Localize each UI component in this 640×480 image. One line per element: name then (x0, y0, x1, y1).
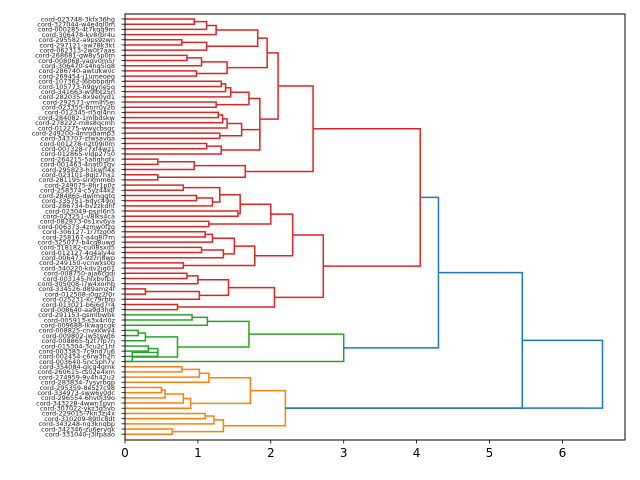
leaf-label: cord-012345-rl5ql4nn (44, 109, 115, 117)
dendrogram-links (125, 18, 604, 435)
leaf-label: cord-354084-glcq4qmk (39, 363, 115, 371)
leaf-label: cord-006373-4zmw0fzg (38, 223, 115, 231)
leaf-label: cord-281195-slrxmm6b (39, 176, 115, 184)
leaf-label: cord-229015-7kn3zj4x (42, 410, 115, 418)
leaf-label: cord-258167-a4q8i7rn (42, 233, 115, 241)
leaf-label: cord-008865-q2t7fp7n (42, 337, 115, 345)
leaf-label: cord-343707-zfwsavqa (41, 135, 115, 143)
leaf-label: cord-012865-vldp2750 (41, 150, 115, 158)
leaf-label: cord-334526-d89amz4f (39, 285, 116, 293)
link-m23 (221, 128, 261, 151)
leaf-label: cord-012127-4q4aly4e (41, 249, 115, 257)
leaf-label: cord-008068-yaqv0m5r (38, 57, 115, 65)
leaf-label: cord-023049-psjrl6n5 (45, 207, 115, 215)
leaf-label: cord-334973-sww6y0dc (37, 389, 115, 397)
leaf-label: cord-009802-jw5tswt6 (42, 332, 115, 340)
leaf-label: cord-295582-a9ps9zwn (39, 36, 115, 44)
leaf-label: cord-342346-zu6eryqk (41, 425, 115, 433)
leaf-label: cord-002454-c6rw3h2h (39, 353, 115, 361)
leaf-label: cord-296554-6hv0j39o (41, 394, 115, 402)
leaf-label: cord-000285-4t7kqq9m (38, 26, 115, 34)
leaf-label: cord-023101-8qjz7hx1 (42, 171, 115, 179)
x-tick-label: 0 (121, 446, 129, 460)
leaf-label: cord-003640-5nc5ph7v (39, 358, 115, 366)
leaf-label: cord-264215-5ahqhgfx (41, 155, 116, 163)
leaf-label: cord-012508-j0qz2f0r (45, 290, 116, 298)
leaf-label: cord-008640-aa9d3hdf (40, 306, 115, 314)
leaf-label: cord-341663-w9lbt25n (41, 88, 115, 96)
leaf-label: cord-327044-w4e4ql0m (37, 20, 115, 28)
leaf-label: cord-318182-cu08sxd5 (40, 244, 115, 252)
x-tick-label: 3 (340, 446, 348, 460)
leaf-label: cord-260615-cs02e4xm (38, 368, 115, 376)
plot-area-frame (124, 13, 626, 441)
leaf-label: cord-282035-8x9e0yd1 (39, 93, 115, 101)
leaf-label: cord-286740-awtukwvc (39, 67, 116, 75)
leaf-label: cord-340220-kdv2jg01 (41, 264, 115, 272)
leaf-label: cord-003145-hlxbvfp1 (43, 275, 115, 283)
leaf-label: cord-292571-yrmlh5ei (43, 98, 115, 106)
leaf-label: cord-306127-1r7fzg0o (42, 228, 115, 236)
x-axis-ticks: 0 1 2 3 4 5 6 (121, 440, 566, 460)
leaf-label: cord-306470-s4ng5lq8 (41, 62, 115, 70)
leaf-label: cord-335751-6qyc49oj (42, 197, 116, 205)
leaf-labels: cord-023748-3kfx36hgcord-327044-w4e4ql0m… (32, 15, 125, 439)
x-tick-label: 6 (559, 446, 567, 460)
leaf-label: cord-007328-r7xf4wz1 (41, 145, 115, 153)
leaf-label: cord-291153-gsmlbwbk (38, 311, 115, 319)
link-m81 (285, 339, 604, 409)
leaf-label: cord-062313-2w0t7aas (40, 46, 116, 54)
leaf-label: cord-249150-vcnwxs0g (39, 259, 115, 267)
leaf-label: cord-023355-bnrr0y2b (42, 104, 115, 112)
leaf-label: cord-331040-j3lfpaao (45, 431, 115, 439)
x-tick-label: 1 (194, 446, 202, 460)
leaf-label: cord-023251-v8lks4ca (43, 213, 115, 221)
leaf-label: cord-268681-gw8y5p0m (35, 52, 115, 60)
leaf-label: cord-082873-0s1xv6ya (40, 218, 115, 226)
leaf-label: cord-105773-n9qyne5q (39, 83, 115, 91)
leaf-label: cord-307022-ykz3q5vb (40, 405, 115, 413)
leaf-label: cord-006473-9z7rj8wp (42, 254, 115, 262)
leaf-label: cord-008750-aja6cgdi (44, 270, 115, 278)
leaf-label: cord-001463-4nat01qv (40, 161, 115, 169)
leaf-label: cord-274959-9v4h42u2 (38, 373, 115, 381)
leaf-label: cord-343248-ng3knqbp (39, 420, 115, 428)
leaf-label: cord-325077-b4cq8uwd (38, 238, 115, 246)
leaf-label: cord-005913-s3x4rl0z (44, 316, 116, 324)
leaf-label: cord-249075-8fjr1p0z (45, 181, 116, 189)
leaf-label: cord-023748-3kfx36hg (41, 15, 115, 23)
leaf-label: cord-012275-wwycbsgc (38, 124, 115, 132)
leaf-label: cord-286734-bv2zkdhf (41, 202, 115, 210)
x-tick-label: 2 (267, 446, 275, 460)
leaf-label: cord-297121-aw78k3kt (39, 41, 115, 49)
leaf-label: cord-015304-3cu2c1hf (41, 342, 116, 350)
leaf-label: cord-107362-j6bbbpdm (38, 78, 115, 86)
leaf-label: cord-284082-1mlbdskw (38, 114, 115, 122)
leaf-label: cord-284865-dwjmgqtq (39, 192, 115, 200)
leaf-label: cord-269454-j1umeoeg (39, 72, 115, 80)
leaf-label: cord-258374-c5yz44k2 (40, 187, 115, 195)
leaf-label: cord-310209-89tlc8dt (44, 415, 115, 423)
leaf-label: cord-013021-b6j6d7r4 (42, 301, 115, 309)
leaf-label: cord-001278-n2t09i0m (40, 140, 115, 148)
leaf-label: cord-283834-7ysyrbgp (41, 379, 115, 387)
leaf-label: cord-025231-kc79rbfp (42, 296, 115, 304)
leaf-label: cord-295823-h1kwfl4x (42, 166, 115, 174)
leaf-label: cord-343228-4wwn1pvn (36, 399, 115, 407)
link-m24 (248, 97, 261, 140)
x-tick-label: 5 (486, 446, 494, 460)
leaf-label: cord-295359-8e5z7c98 (40, 384, 115, 392)
leaf-label: cord-306478-kv8rbr4u (42, 31, 115, 39)
leaf-label: cord-305008-i7w4xomb (38, 280, 115, 288)
leaf-label: cord-009688-lkwagcgk (41, 322, 115, 330)
leaf-label: cord-249200-4mmdamp3 (32, 129, 115, 137)
leaf-label: cord-003383-7c9nd7u6 (39, 347, 115, 355)
x-tick-label: 4 (413, 446, 421, 460)
leaf-label: cord-278222-m8s8qcmh (35, 119, 115, 127)
leaf-label: cord-008825-cnvxkwy4 (39, 327, 115, 335)
